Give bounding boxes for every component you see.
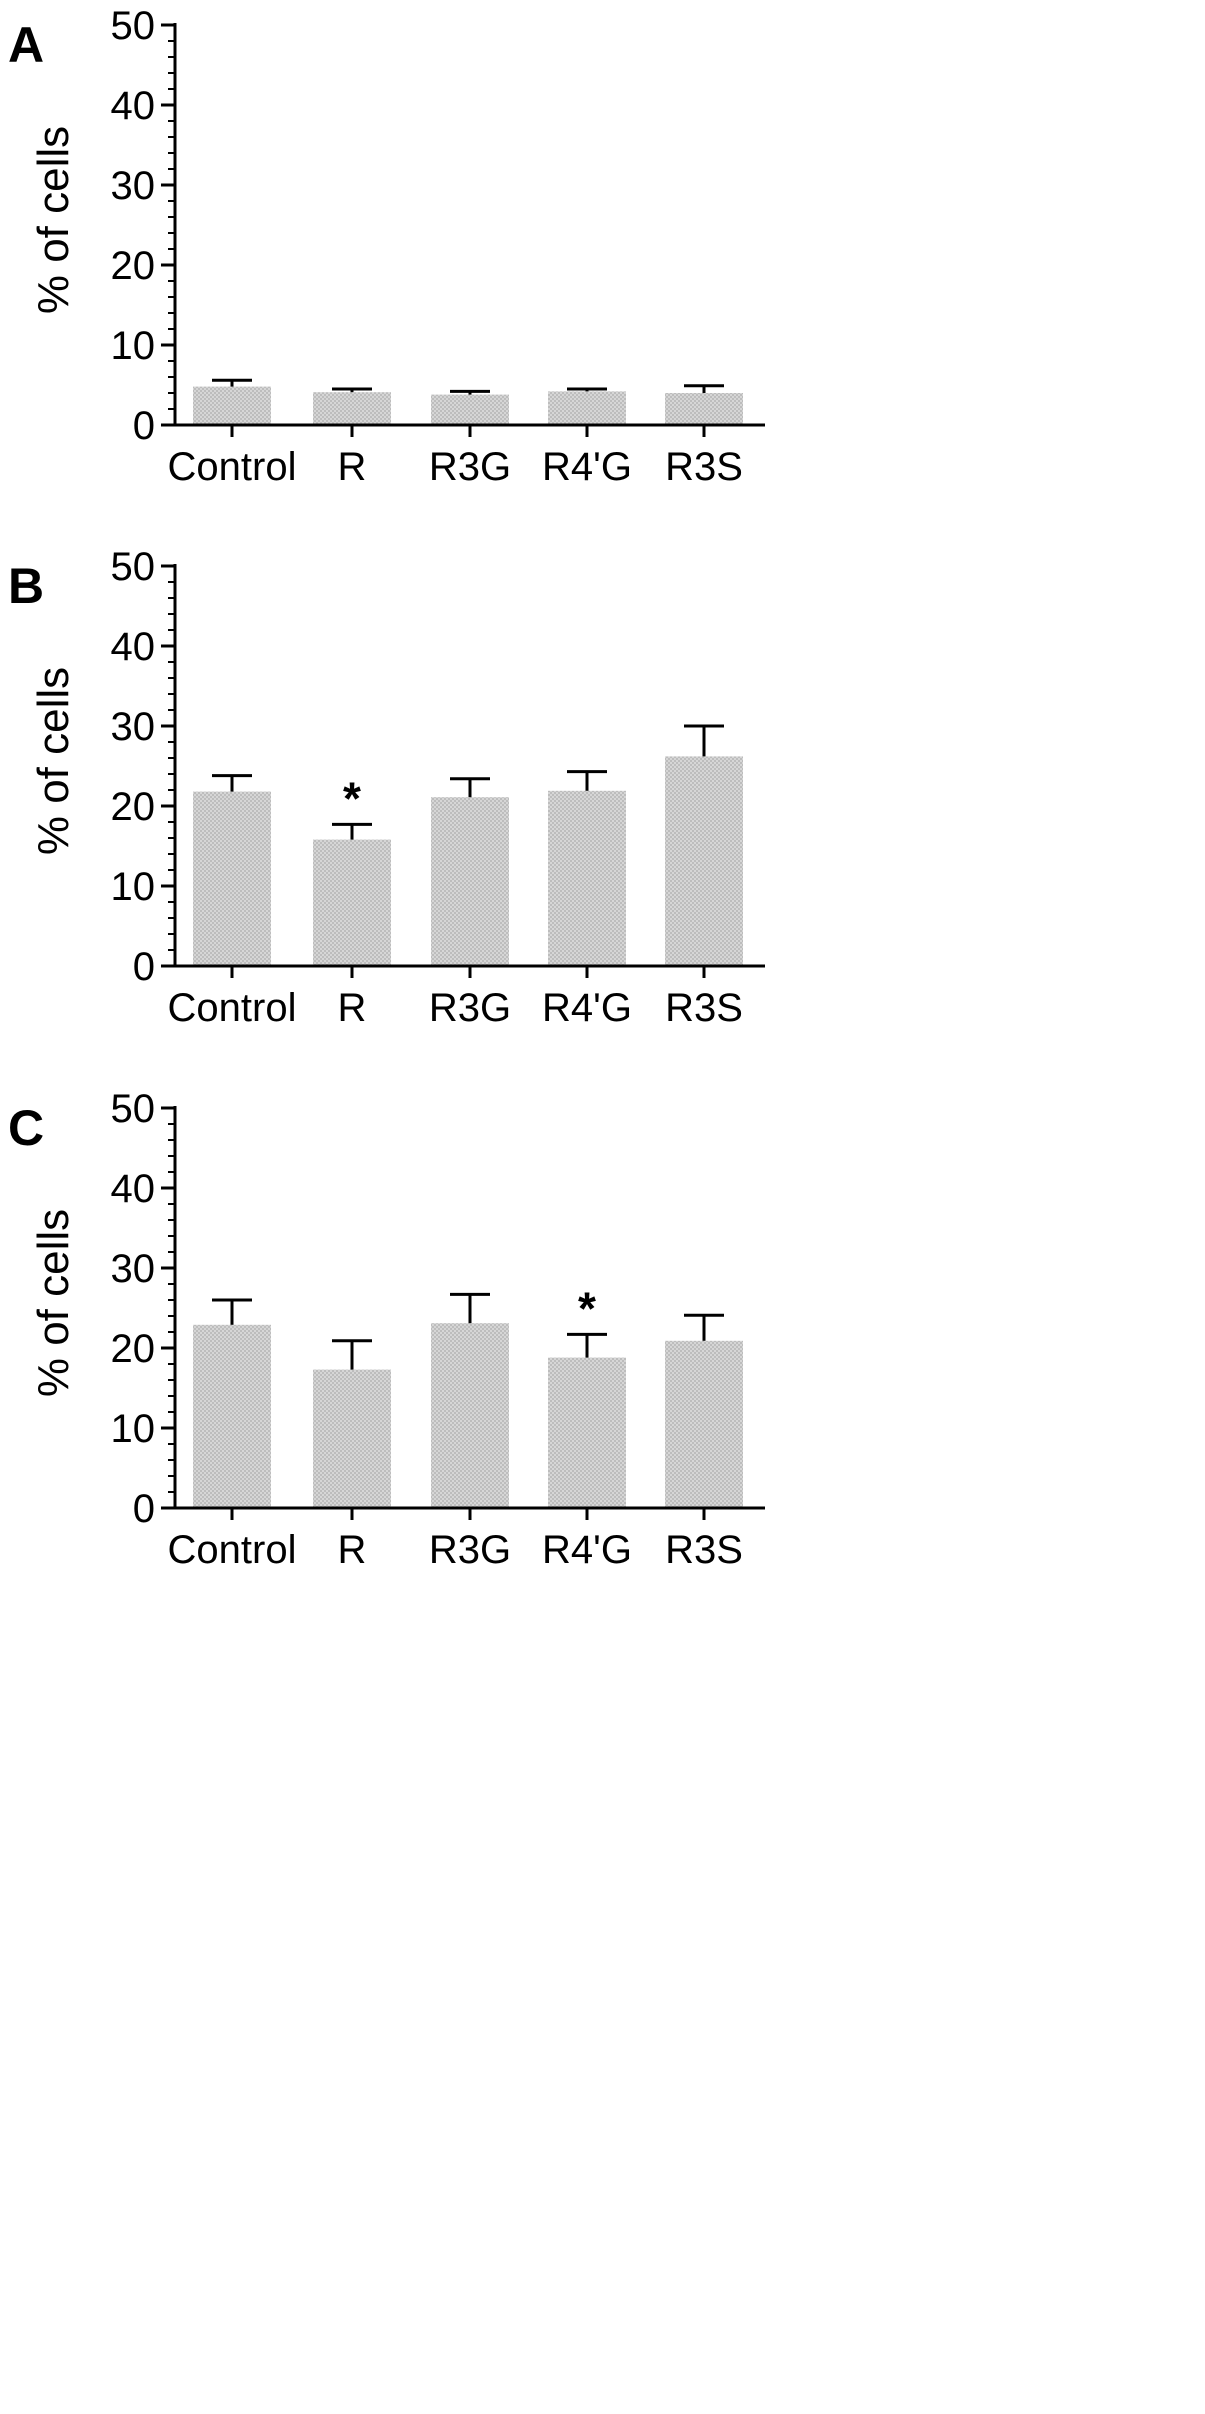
chart-panel-a: A % of cells 0 10 20 30 40 50 Control R R3G R4'G R3S bbox=[8, 4, 765, 489]
x-tick-label: R3S bbox=[665, 445, 743, 489]
bar-r3s bbox=[665, 756, 743, 966]
bar-r3s bbox=[665, 393, 743, 425]
y-axis-title: % of cells bbox=[29, 667, 78, 855]
x-tick-label: R bbox=[338, 986, 367, 1030]
y-axis-title: % of cells bbox=[29, 126, 78, 314]
bar-r3g bbox=[431, 394, 509, 425]
x-tick-label: Control bbox=[168, 1528, 297, 1572]
bar-r3s bbox=[665, 1340, 743, 1508]
bar-r bbox=[313, 392, 391, 425]
y-tick-label: 0 bbox=[133, 1487, 155, 1531]
significance-marker: * bbox=[343, 772, 361, 824]
bar-control bbox=[193, 791, 271, 966]
bar-control bbox=[193, 1324, 271, 1508]
y-axis-title: % of cells bbox=[29, 1209, 78, 1397]
x-tick-label: R3S bbox=[665, 1528, 743, 1572]
y-tick-label: 40 bbox=[111, 84, 156, 128]
bar-r bbox=[313, 1369, 391, 1508]
x-tick-label: R4'G bbox=[542, 1528, 632, 1572]
panel-label: A bbox=[8, 17, 44, 73]
y-tick-label: 0 bbox=[133, 945, 155, 989]
y-tick-label: 50 bbox=[111, 545, 156, 589]
x-tick-label: R bbox=[338, 445, 367, 489]
y-tick-label: 30 bbox=[111, 1247, 156, 1291]
x-tick-label: R3G bbox=[429, 445, 511, 489]
x-tick-label: R4'G bbox=[542, 986, 632, 1030]
y-tick-label: 50 bbox=[111, 1087, 156, 1131]
x-tick-label: R3G bbox=[429, 986, 511, 1030]
chart-panel-c: C % of cells * 0 10 20 30 40 50 Control R R3G R4'G R3… bbox=[8, 1087, 765, 1572]
bar-r bbox=[313, 839, 391, 966]
y-tick-label: 30 bbox=[111, 705, 156, 749]
y-tick-label: 50 bbox=[111, 4, 156, 48]
y-tick-label: 10 bbox=[111, 1407, 156, 1451]
x-tick-label: R bbox=[338, 1528, 367, 1572]
x-tick-label: Control bbox=[168, 986, 297, 1030]
x-tick-label: Control bbox=[168, 445, 297, 489]
x-tick-label: R4'G bbox=[542, 445, 632, 489]
y-tick-label: 20 bbox=[111, 1327, 156, 1371]
bar-r4g bbox=[548, 1357, 626, 1508]
bar-r4g bbox=[548, 391, 626, 425]
y-tick-label: 10 bbox=[111, 324, 156, 368]
bar-control bbox=[193, 386, 271, 425]
y-tick-label: 40 bbox=[111, 1167, 156, 1211]
bar-r3g bbox=[431, 1323, 509, 1508]
y-tick-label: 10 bbox=[111, 865, 156, 909]
bar-r3g bbox=[431, 797, 509, 966]
y-tick-label: 30 bbox=[111, 164, 156, 208]
bar-r4g bbox=[548, 790, 626, 966]
y-tick-label: 0 bbox=[133, 404, 155, 448]
x-tick-label: R3G bbox=[429, 1528, 511, 1572]
y-tick-label: 40 bbox=[111, 625, 156, 669]
chart-panel-b: B % of cells * 0 10 20 30 40 50 Control R R3G R4'G R3… bbox=[8, 545, 765, 1030]
y-tick-label: 20 bbox=[111, 785, 156, 829]
y-tick-label: 20 bbox=[111, 244, 156, 288]
significance-marker: * bbox=[578, 1282, 596, 1334]
panel-label: C bbox=[8, 1100, 44, 1156]
panel-label: B bbox=[8, 558, 44, 614]
x-tick-label: R3S bbox=[665, 986, 743, 1030]
